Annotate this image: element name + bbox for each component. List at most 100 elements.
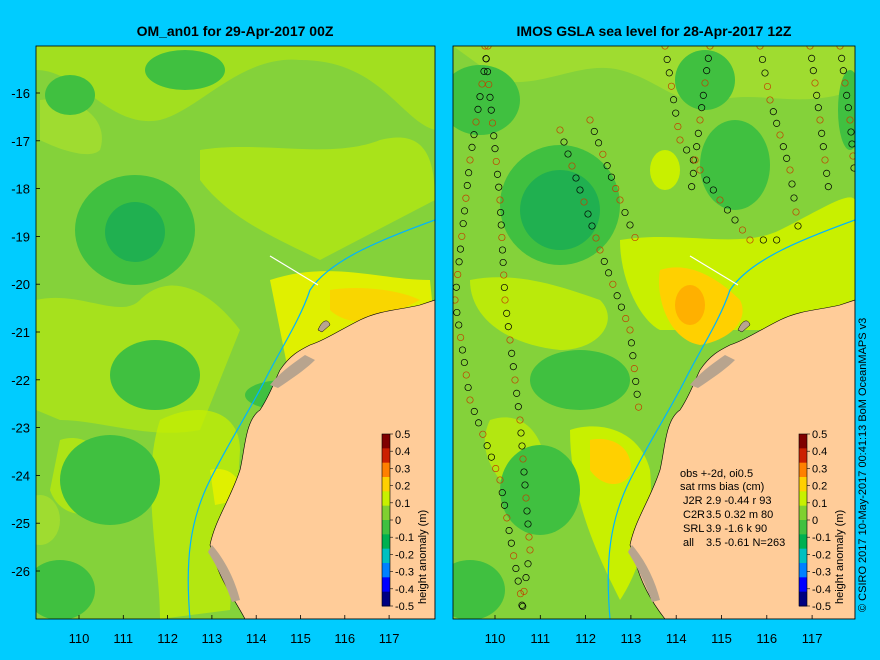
lon-tick-label: 113 — [202, 631, 223, 646]
credit-text: © CSIRO 2017 10-May-2017 00:41:13 BoM Oc… — [857, 318, 869, 612]
colorbar-segment — [799, 434, 807, 449]
colorbar-tick-label: -0.1 — [812, 532, 831, 544]
obs-marker — [466, 396, 474, 404]
left-panel-title: OM_an01 for 29-Apr-2017 00Z — [137, 23, 334, 39]
obs-marker — [689, 156, 697, 164]
obs-marker — [588, 222, 596, 230]
colorbar-segment — [799, 491, 807, 507]
obs-marker — [689, 169, 697, 177]
colorbar-segment — [799, 563, 807, 578]
obs-marker — [572, 174, 580, 182]
lat-tick-label: -16 — [11, 86, 30, 101]
obs-marker — [568, 162, 576, 170]
obs-marker — [468, 143, 476, 151]
obs-marker — [524, 560, 532, 568]
colorbar-segment — [382, 462, 390, 478]
obs-marker — [794, 222, 802, 230]
latitude-axis: -16 -17 -18 -19 -20 -21 -22 -23 -24 -25 -26 — [11, 86, 40, 579]
obs-marker — [632, 377, 640, 385]
obs-marker — [824, 183, 832, 191]
obs-marker — [792, 208, 800, 216]
obs-marker — [556, 126, 564, 134]
obs-marker — [524, 520, 532, 528]
obs-marker — [635, 403, 643, 411]
obs-marker — [455, 321, 463, 329]
colorbar-segment — [382, 434, 390, 449]
obs-marker — [526, 546, 534, 554]
shelf-edge-line — [187, 219, 435, 619]
obs-marker — [560, 138, 568, 146]
obs-marker — [603, 162, 611, 170]
colorbar-segment — [382, 491, 390, 507]
obs-marker — [688, 183, 696, 191]
obs-marker — [766, 96, 774, 104]
colorbar-tick-label: 0.3 — [812, 463, 827, 475]
obs-marker — [731, 216, 739, 224]
obs-marker — [590, 127, 598, 135]
obs-marker — [458, 232, 466, 240]
obs-marker — [821, 156, 829, 164]
obs-marker — [492, 465, 500, 473]
lon-tick-label: 111 — [530, 631, 550, 646]
obs-marker — [698, 104, 706, 112]
obs-marker — [850, 164, 855, 172]
obs-marker — [626, 221, 634, 229]
obs-marker — [462, 194, 470, 202]
obs-marker — [522, 494, 530, 502]
obs-marker — [517, 429, 525, 437]
left-longitude-axis: 110 111 112 113 114 115 116 117 — [69, 615, 399, 646]
colorbar-segment — [382, 477, 390, 492]
obs-marker — [516, 590, 525, 598]
right-panel-title: IMOS GSLA sea level for 28-Apr-2017 12Z — [517, 23, 792, 39]
obs-marker — [609, 280, 617, 288]
obs-marker — [630, 365, 638, 373]
colorbar-tick-label: 0 — [395, 515, 401, 527]
obs-marker — [693, 143, 701, 151]
colorbar-tick-label: -0.3 — [812, 567, 831, 579]
obs-marker — [759, 236, 767, 244]
obs-marker — [500, 283, 508, 292]
obs-marker — [460, 207, 469, 215]
obs-marker — [525, 533, 533, 541]
colorbar-label: height anomaly (m) — [834, 510, 846, 604]
obs-marker — [466, 156, 474, 164]
obs-marker — [709, 186, 717, 194]
obs-marker — [612, 185, 620, 193]
obs-marker — [453, 308, 461, 317]
colorbar-tick-label: -0.4 — [395, 584, 414, 596]
obs-marker — [516, 416, 524, 424]
obs-marker — [509, 363, 517, 371]
obs-marker — [521, 481, 529, 489]
obs-marker — [818, 129, 826, 137]
obs-marker — [841, 79, 849, 87]
obs-marker — [462, 371, 470, 379]
obs-marker — [504, 323, 512, 331]
obs-marker — [667, 82, 675, 90]
obs-marker — [520, 468, 528, 476]
colorbar-tick-label: -0.2 — [395, 549, 414, 561]
colorbar-tick-label: -0.4 — [812, 584, 831, 596]
lat-tick-label: -26 — [11, 564, 30, 579]
obs-marker — [592, 234, 600, 242]
lat-tick-label: -22 — [11, 373, 30, 388]
obs-marker — [665, 69, 673, 77]
obs-marker — [808, 54, 816, 62]
obs-marker — [487, 106, 495, 114]
lat-tick-label: -21 — [11, 325, 30, 340]
colorbar-label: height anomaly (m) — [417, 510, 429, 604]
obs-marker — [783, 154, 791, 162]
obs-marker — [496, 476, 504, 484]
altimeter-observations — [453, 46, 855, 610]
obs-marker — [455, 258, 463, 266]
obs-marker — [454, 270, 462, 279]
colorbar-segment — [799, 591, 807, 607]
obs-marker — [518, 442, 526, 450]
lat-tick-label: -23 — [11, 421, 30, 436]
lat-tick-label: -24 — [11, 468, 30, 483]
obs-marker — [498, 233, 506, 242]
obs-marker — [584, 210, 592, 218]
obs-marker — [843, 91, 851, 99]
obs-marker — [809, 67, 817, 75]
obs-marker — [811, 79, 819, 87]
